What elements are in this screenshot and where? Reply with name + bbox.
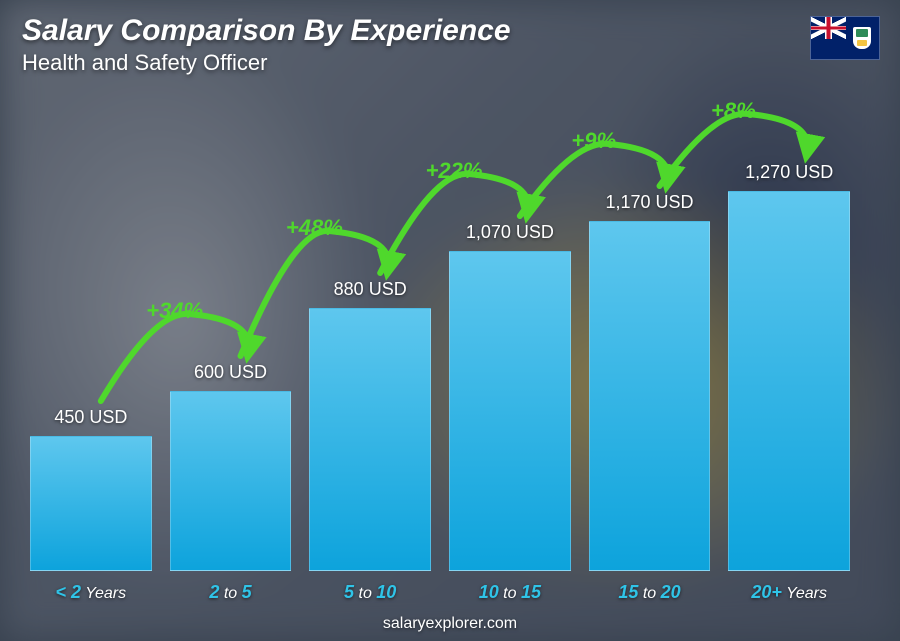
flag-union-jack-icon	[811, 17, 846, 39]
flag-shield-icon	[853, 27, 871, 49]
bar-group: 450 USD< 2 Years	[30, 407, 152, 571]
flag-bvi	[810, 16, 880, 60]
bar	[449, 251, 571, 571]
footer-attribution: salaryexplorer.com	[0, 615, 900, 633]
bar-value-label: 880 USD	[334, 279, 407, 300]
bar-group: 1,070 USD10 to 15	[449, 222, 571, 571]
bar	[309, 308, 431, 571]
bar-category-label: < 2 Years	[56, 582, 127, 603]
header: Salary Comparison By Experience Health a…	[22, 14, 511, 76]
content-layer: Salary Comparison By Experience Health a…	[0, 0, 900, 641]
bar	[589, 221, 711, 571]
bar-group: 880 USD5 to 10	[309, 279, 431, 571]
bar-group: 1,170 USD15 to 20	[589, 192, 711, 571]
bar-category-label: 15 to 20	[618, 582, 680, 603]
bar-chart: 450 USD< 2 Years600 USD2 to 5880 USD5 to…	[30, 91, 850, 571]
bar-value-label: 1,270 USD	[745, 162, 833, 183]
bar-value-label: 1,070 USD	[466, 222, 554, 243]
bar	[30, 436, 152, 571]
bar-category-label: 10 to 15	[479, 582, 541, 603]
bar	[170, 391, 292, 571]
bar-group: 1,270 USD20+ Years	[728, 162, 850, 571]
bar-category-label: 20+ Years	[751, 582, 827, 603]
bar-category-label: 5 to 10	[344, 582, 396, 603]
bar-value-label: 450 USD	[54, 407, 127, 428]
chart-title: Salary Comparison By Experience	[22, 14, 511, 48]
bar-value-label: 600 USD	[194, 362, 267, 383]
bar-category-label: 2 to 5	[209, 582, 251, 603]
bar	[728, 191, 850, 571]
bar-group: 600 USD2 to 5	[170, 362, 292, 571]
bar-value-label: 1,170 USD	[605, 192, 693, 213]
chart-subtitle: Health and Safety Officer	[22, 50, 511, 76]
